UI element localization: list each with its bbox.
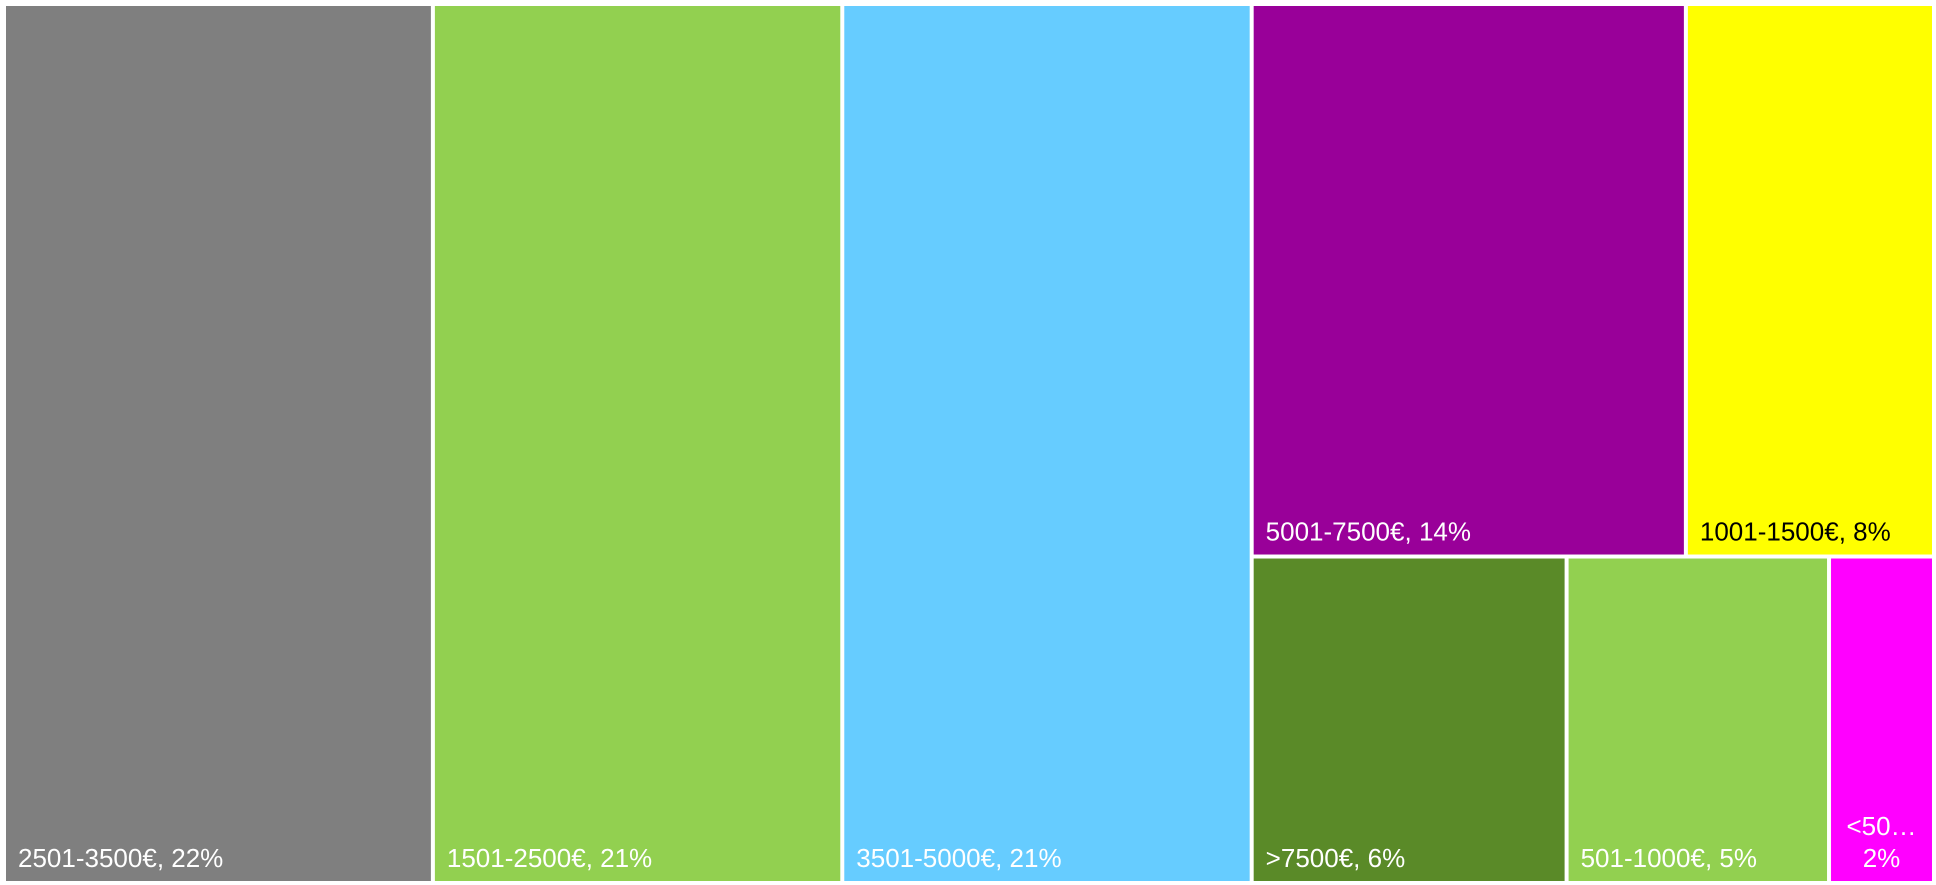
label-separator: , — [586, 843, 600, 873]
tile — [1831, 558, 1932, 881]
value-label: 6% — [1368, 843, 1406, 873]
label-separator: , — [1404, 517, 1418, 547]
tile-label: 501-1000€, 5% — [1581, 843, 1757, 873]
value-label: 14% — [1419, 517, 1471, 547]
label-separator: , — [1839, 517, 1853, 547]
tile-label: >7500€, 6% — [1266, 843, 1406, 873]
tile-label: 5001-7500€, 14% — [1266, 517, 1471, 547]
category-label: 2501-3500€ — [18, 843, 157, 873]
tile-label: 2501-3500€, 22% — [18, 843, 223, 873]
value-label: 22% — [171, 843, 223, 873]
tile-label: 3501-5000€, 21% — [856, 843, 1061, 873]
label-separator: , — [1353, 843, 1367, 873]
category-label: 1501-2500€ — [447, 843, 586, 873]
category-label: 501-1000€ — [1581, 843, 1706, 873]
tile-label: <50… 2% — [1846, 811, 1916, 873]
label-separator: , — [1705, 843, 1719, 873]
tile — [844, 6, 1250, 881]
tile — [1687, 6, 1932, 555]
label-separator: , — [995, 843, 1009, 873]
tile-label: 1001-1500€, 8% — [1700, 517, 1891, 547]
tile — [1568, 558, 1828, 881]
value-label: 21% — [1010, 843, 1062, 873]
category-label: 3501-5000€ — [856, 843, 995, 873]
value-label: 2% — [1863, 843, 1901, 873]
tile — [1253, 6, 1684, 555]
tile — [1253, 558, 1565, 881]
value-label: 5% — [1719, 843, 1757, 873]
tile-label: 1501-2500€, 21% — [447, 843, 652, 873]
category-label: 5001-7500€ — [1266, 517, 1405, 547]
category-label: 1001-1500€ — [1700, 517, 1839, 547]
label-separator: , — [157, 843, 171, 873]
tile — [434, 6, 841, 881]
value-label: 8% — [1853, 517, 1891, 547]
category-label: >7500€ — [1266, 843, 1354, 873]
value-label: 21% — [600, 843, 652, 873]
category-label: <50… — [1846, 811, 1916, 841]
tile — [6, 6, 431, 881]
